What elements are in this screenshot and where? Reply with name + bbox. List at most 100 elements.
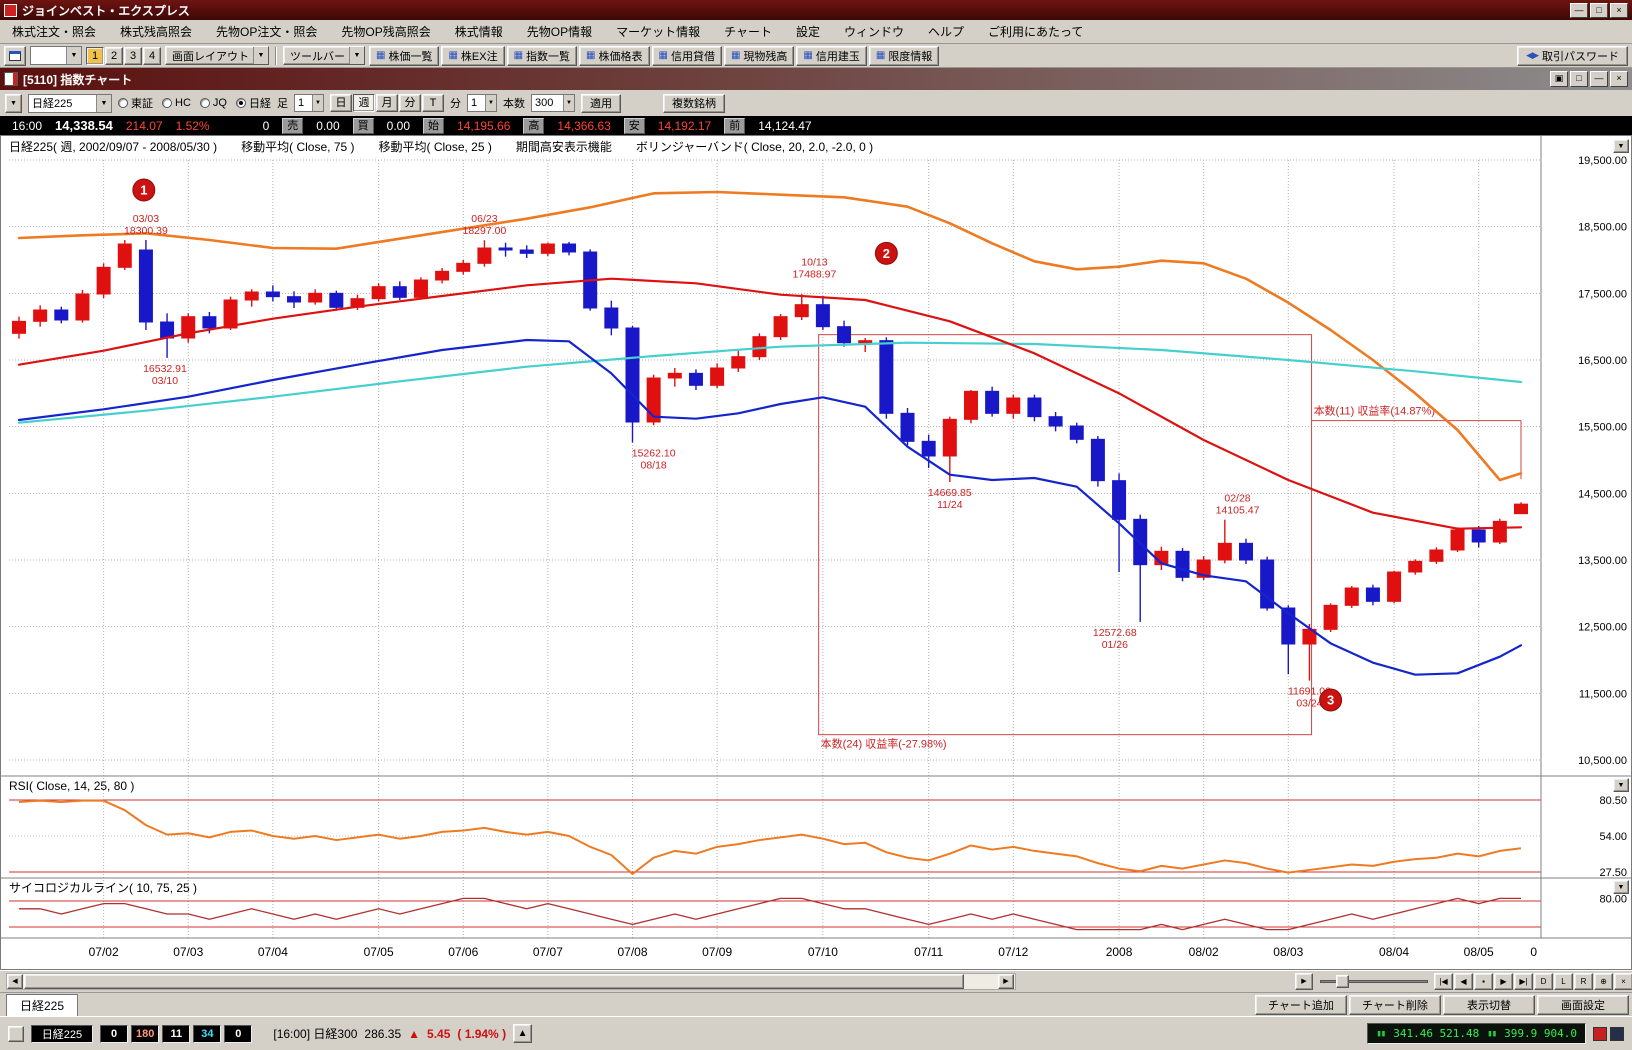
menu-item-6[interactable]: マーケット情報 <box>616 25 701 39</box>
period-button-日[interactable]: 日 <box>329 94 352 112</box>
status-toggle-button[interactable] <box>8 1025 24 1042</box>
market-radio-HC[interactable]: HC <box>162 97 191 109</box>
candlestick-chart[interactable]: 19,500.00 18,500.00 17,500.00 16,500.00 15,5… <box>1 136 1632 969</box>
screen-layout-dropdown[interactable]: 画面レイアウト ▼ <box>165 46 269 65</box>
menu-item-1[interactable]: 株式残高照会 <box>120 25 193 39</box>
radio-icon[interactable] <box>162 98 172 108</box>
toolbar-button-0[interactable]: ▦ 株価一覧 <box>369 45 440 66</box>
menu-item-5[interactable]: 先物OP情報 <box>526 25 593 39</box>
menu-item-10[interactable]: ヘルプ <box>928 25 965 39</box>
close-button[interactable]: × <box>1610 2 1628 18</box>
main-panel-scale-button[interactable]: ▼ <box>1613 139 1629 153</box>
period-button-分[interactable]: 分 <box>398 94 421 112</box>
menu-item-7[interactable]: チャート <box>724 25 772 39</box>
rsi-panel-scale-button[interactable]: ▼ <box>1613 778 1629 792</box>
layout-button-3[interactable]: 3 <box>124 46 142 65</box>
chevron-down-icon[interactable]: ▼ <box>66 47 81 64</box>
radio-icon[interactable] <box>118 98 128 108</box>
ticker-up-button[interactable]: ▲ <box>513 1024 533 1043</box>
chart-nav-button-1[interactable]: ◀ <box>1454 973 1473 990</box>
period-button-月[interactable]: 月 <box>375 94 398 112</box>
chart-region[interactable]: 19,500.00 18,500.00 17,500.00 16,500.00 15,5… <box>0 135 1632 970</box>
menu-item-0[interactable]: 株式注文・照会 <box>12 25 97 39</box>
action-button-2[interactable]: 表示切替 <box>1443 995 1535 1015</box>
bar-count-input[interactable]: 300 ▼ <box>530 94 575 112</box>
chart-mode-button-0[interactable]: D <box>1534 973 1553 990</box>
bar-interval-input[interactable]: 1 ▼ <box>293 94 324 112</box>
minutes-input[interactable]: 1 ▼ <box>466 94 497 112</box>
toolbar-button-1[interactable]: ▦ 株EX注 <box>441 45 505 66</box>
scroll-left-button[interactable]: ◀ <box>7 974 23 989</box>
chart-mode-button-3[interactable]: ⊕ <box>1594 973 1613 990</box>
spinner-icon[interactable]: ▼ <box>311 95 323 111</box>
tab-nikkei225[interactable]: 日経225 <box>6 994 78 1016</box>
toolbar-button-2[interactable]: ▦ 指数一覧 <box>506 45 578 66</box>
spinner-icon[interactable]: ▼ <box>562 95 574 111</box>
chart-float-button[interactable]: □ <box>1570 71 1588 87</box>
chart-menu-button[interactable]: ▼ <box>5 93 22 113</box>
chart-minimize-button[interactable]: — <box>1590 71 1608 87</box>
menu-item-9[interactable]: ウィンドウ <box>844 25 905 39</box>
chart-restore-button[interactable]: ▣ <box>1550 71 1568 87</box>
zoom-slider-thumb[interactable] <box>1336 975 1349 988</box>
chart-step-button[interactable]: ▶ <box>1295 973 1313 990</box>
chart-nav-button-0[interactable]: |◀ <box>1434 973 1453 990</box>
chart-nav-button-2[interactable]: ▪ <box>1474 973 1493 990</box>
window-select-button[interactable] <box>4 45 26 66</box>
menu-item-3[interactable]: 先物OP残高照会 <box>341 25 431 39</box>
status-symbol[interactable]: 日経225 <box>31 1024 93 1043</box>
zoom-slider[interactable] <box>1320 973 1428 990</box>
menu-item-4[interactable]: 株式情報 <box>454 25 503 39</box>
layout-button-2[interactable]: 2 <box>105 46 123 65</box>
workspace-combo[interactable]: ▼ <box>30 46 82 65</box>
psych-panel-scale-button[interactable]: ▼ <box>1613 880 1629 894</box>
menu-item-11[interactable]: ご利用にあたって <box>988 25 1084 39</box>
app-status-icon[interactable] <box>1593 1026 1607 1041</box>
high-badge: 高 <box>523 117 545 134</box>
layout-button-4[interactable]: 4 <box>143 46 161 65</box>
chart-mode-button-4[interactable]: × <box>1614 973 1632 990</box>
minimize-button[interactable]: — <box>1570 2 1588 18</box>
toolbar-dropdown[interactable]: ツールバー ▼ <box>283 46 365 65</box>
horizontal-scrollbar[interactable]: ◀ ▶ <box>6 973 1016 990</box>
trade-password-button[interactable]: ◀▶ 取引パスワード <box>1517 45 1628 66</box>
chevron-down-icon[interactable]: ▼ <box>96 94 111 112</box>
scroll-thumb[interactable] <box>24 974 964 989</box>
radio-icon[interactable] <box>199 98 210 108</box>
svg-text:07/10: 07/10 <box>808 945 838 959</box>
apply-button[interactable]: 適用 <box>580 93 621 113</box>
chart-nav-button-4[interactable]: ▶| <box>1514 973 1533 990</box>
svg-text:11/24: 11/24 <box>937 499 963 511</box>
quote-change-pct: 1.52% <box>175 118 210 133</box>
maximize-button[interactable]: □ <box>1590 2 1608 18</box>
market-radio-東証[interactable]: 東証 <box>118 95 153 111</box>
action-button-3[interactable]: 画面設定 <box>1537 995 1629 1015</box>
market-radio-JQ[interactable]: JQ <box>199 97 227 109</box>
toolbar-button-6[interactable]: ▦ 信用建玉 <box>796 45 867 66</box>
svg-text:18297.00: 18297.00 <box>463 225 507 237</box>
toolbar-button-7[interactable]: ▦ 限度情報 <box>868 45 940 66</box>
chart-mode-button-1[interactable]: L <box>1554 973 1573 990</box>
multi-symbol-button[interactable]: 複数銘柄 <box>662 93 725 113</box>
toolbar-button-4[interactable]: ▦ 信用貸借 <box>651 45 722 66</box>
menu-item-8[interactable]: 設定 <box>795 25 820 39</box>
market-radio-日経[interactable]: 日経 <box>235 95 271 111</box>
spinner-icon[interactable]: ▼ <box>484 95 496 111</box>
menu-item-2[interactable]: 先物OP注文・照会 <box>216 25 318 39</box>
toolbar-button-5[interactable]: ▦ 現物残高 <box>723 45 795 66</box>
layout-button-1[interactable]: 1 <box>86 46 104 65</box>
action-button-1[interactable]: チャート削除 <box>1349 995 1441 1015</box>
action-button-0[interactable]: チャート追加 <box>1255 995 1347 1015</box>
chart-mode-button-2[interactable]: R <box>1574 973 1593 990</box>
chart-close-button[interactable]: × <box>1610 71 1628 87</box>
open-badge: 始 <box>423 117 445 134</box>
toolbar-button-3[interactable]: ▦ 株価格表 <box>579 45 650 66</box>
svg-text:07/03: 07/03 <box>173 945 203 959</box>
period-button-週[interactable]: 週 <box>352 94 375 112</box>
chart-nav-button-3[interactable]: ▶ <box>1494 973 1513 990</box>
scroll-right-button[interactable]: ▶ <box>998 974 1014 989</box>
radio-icon[interactable] <box>235 98 246 108</box>
period-button-T[interactable]: T <box>421 94 444 112</box>
symbol-combo[interactable]: 日経225 ▼ <box>28 93 112 113</box>
connection-status-icon[interactable] <box>1610 1026 1624 1041</box>
